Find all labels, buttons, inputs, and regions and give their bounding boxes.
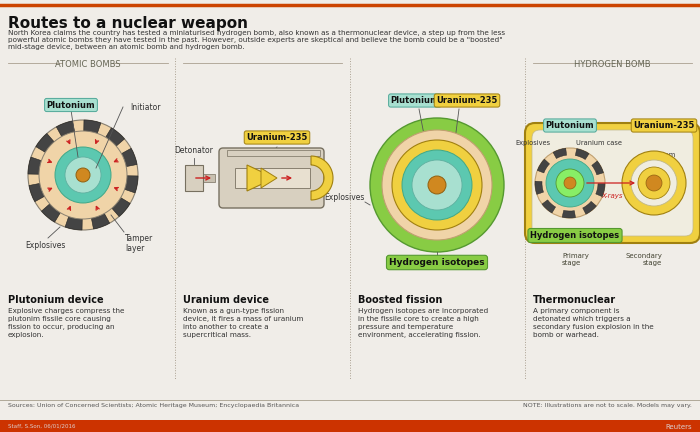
Text: North Korea claims the country has tested a miniaturised hydrogen bomb, also kno: North Korea claims the country has teste… (8, 30, 505, 36)
Text: Initiator: Initiator (130, 102, 160, 111)
Circle shape (76, 168, 90, 182)
Wedge shape (84, 120, 101, 133)
Wedge shape (575, 149, 589, 159)
Circle shape (556, 169, 584, 197)
Text: Plutonium: Plutonium (391, 96, 440, 105)
Circle shape (65, 157, 101, 193)
Text: Explosive charges compress the
plutonim fissile core causing
fission to occur, p: Explosive charges compress the plutonim … (8, 308, 125, 338)
Text: mid-stage device, between an atomic bomb and hydrogen bomb.: mid-stage device, between an atomic bomb… (8, 44, 244, 50)
Circle shape (55, 147, 111, 203)
Text: Primary
stage: Primary stage (562, 253, 589, 266)
Text: ATOMIC BOMBS: ATOMIC BOMBS (55, 60, 121, 69)
Text: Plutonium: Plutonium (47, 101, 95, 109)
Text: Plutonium: Plutonium (546, 121, 594, 130)
Bar (185, 165, 203, 191)
Polygon shape (261, 168, 277, 188)
Text: Plutonium device: Plutonium device (8, 295, 104, 305)
FancyBboxPatch shape (525, 123, 700, 243)
Wedge shape (596, 184, 605, 197)
Wedge shape (65, 216, 82, 230)
Circle shape (638, 167, 670, 199)
Wedge shape (582, 201, 596, 214)
Text: Boosted fission: Boosted fission (358, 295, 442, 305)
Circle shape (382, 130, 492, 240)
Circle shape (39, 131, 127, 219)
Wedge shape (112, 198, 130, 216)
Wedge shape (553, 148, 566, 159)
Wedge shape (562, 210, 575, 218)
Text: Hydrogen isotopes: Hydrogen isotopes (531, 231, 620, 240)
Text: HYDROGEN BOMB: HYDROGEN BOMB (574, 60, 650, 69)
Circle shape (28, 120, 138, 230)
Circle shape (622, 151, 686, 215)
Wedge shape (122, 148, 137, 167)
Wedge shape (542, 200, 556, 213)
Circle shape (370, 118, 504, 252)
Text: Sources: Union of Concerned Scientists; Atomic Heritage Museum; Encyclopaedia Br: Sources: Union of Concerned Scientists; … (8, 403, 299, 408)
Wedge shape (28, 157, 41, 174)
FancyBboxPatch shape (532, 130, 693, 236)
Circle shape (535, 148, 605, 218)
Text: Hydrogen isotopes are incorporated
in the fissile core to create a high
pressure: Hydrogen isotopes are incorporated in th… (358, 308, 489, 338)
Text: Uranium case: Uranium case (576, 140, 622, 146)
Text: Hydrogen isotopes: Hydrogen isotopes (389, 258, 485, 267)
Polygon shape (311, 156, 333, 200)
Bar (235, 168, 310, 188)
Wedge shape (92, 213, 110, 229)
Wedge shape (29, 184, 45, 202)
Text: Uranium-235: Uranium-235 (436, 96, 498, 105)
Text: Uranium-235: Uranium-235 (246, 133, 308, 142)
Circle shape (402, 150, 472, 220)
Text: Known as a gun-type fission
device, it fires a mass of uranium
into another to c: Known as a gun-type fission device, it f… (183, 308, 303, 338)
Text: Routes to a nuclear weapon: Routes to a nuclear weapon (8, 16, 248, 31)
Wedge shape (56, 121, 75, 137)
Text: Thermonuclear: Thermonuclear (533, 295, 616, 305)
Wedge shape (592, 161, 603, 175)
Text: Tamper
layer: Tamper layer (125, 234, 153, 254)
Wedge shape (125, 176, 138, 193)
Circle shape (564, 177, 576, 189)
Wedge shape (538, 159, 550, 173)
Circle shape (412, 160, 462, 210)
Text: A primary component is
detonated which triggers a
secondary fusion explosion in : A primary component is detonated which t… (533, 308, 654, 338)
FancyBboxPatch shape (219, 148, 324, 208)
Text: Explosives: Explosives (25, 241, 65, 250)
Bar (203, 174, 215, 182)
Text: Detonator: Detonator (174, 146, 214, 155)
Text: Explosives: Explosives (325, 193, 365, 202)
Text: Secondary
stage: Secondary stage (625, 253, 662, 266)
Text: X-rays: X-rays (601, 193, 623, 199)
Wedge shape (36, 133, 54, 152)
Bar (0, 420, 700, 432)
Text: Uranium-235: Uranium-235 (634, 121, 694, 130)
Circle shape (428, 176, 446, 194)
Wedge shape (106, 128, 125, 146)
Text: Foam: Foam (657, 152, 676, 158)
Circle shape (392, 140, 482, 230)
Text: Uranium device: Uranium device (183, 295, 269, 305)
Circle shape (546, 159, 594, 207)
Wedge shape (535, 181, 543, 194)
Circle shape (631, 160, 677, 206)
Text: Explosives: Explosives (515, 140, 550, 146)
Text: powerful atomic bombs they have tested in the past. However, outside experts are: powerful atomic bombs they have tested i… (8, 37, 503, 43)
Circle shape (646, 175, 662, 191)
Bar (227, 150, 320, 156)
Text: NOTE: Illustrations are not to scale. Models may vary.: NOTE: Illustrations are not to scale. Mo… (523, 403, 692, 408)
Polygon shape (247, 165, 275, 191)
Text: Reuters: Reuters (666, 424, 692, 430)
Text: Staff, S.Son, 06/01/2016: Staff, S.Son, 06/01/2016 (8, 424, 76, 429)
Wedge shape (41, 204, 60, 222)
